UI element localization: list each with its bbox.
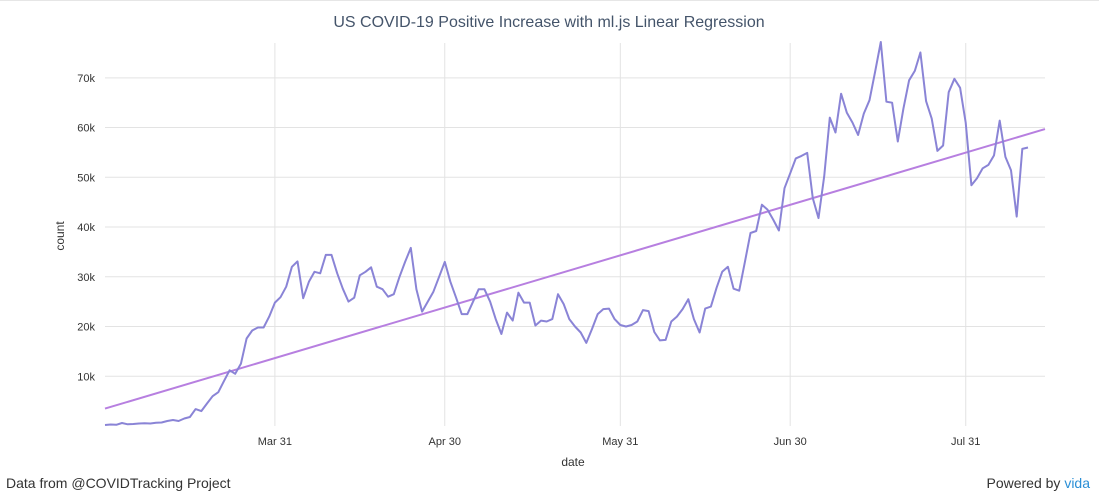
chart-canvas: US COVID-19 Positive Increase with ml.js… [53,14,1046,469]
series-layer [104,41,1046,426]
y-axis-ticks: 10k 20k 30k 40k 50k 60k 70k [77,73,95,383]
y-tick-label: 40k [77,222,95,234]
y-tick-label: 10k [77,371,95,383]
positive-increase-line [104,41,1029,426]
y-tick-label: 60k [77,123,95,135]
x-tick-label: May 31 [602,436,638,448]
x-axis-label: date [561,455,585,469]
chart-title: US COVID-19 Positive Increase with ml.js… [333,14,764,31]
regression-line [104,128,1046,410]
x-tick-label: Apr 30 [429,436,461,448]
x-tick-label: Jun 30 [774,436,807,448]
x-tick-label: Jul 31 [951,436,980,448]
x-tick-label: Mar 31 [258,436,292,448]
powered-by-prefix: Powered by [986,475,1065,491]
grid [105,43,1045,426]
powered-by: Powered by vida [986,475,1090,491]
y-tick-label: 20k [77,322,95,334]
vida-link[interactable]: vida [1064,475,1090,491]
top-divider [0,0,1099,1]
x-axis-ticks: Mar 31 Apr 30 May 31 Jun 30 Jul 31 [258,436,981,448]
y-tick-label: 70k [77,73,95,85]
data-source-note: Data from @COVIDTracking Project [6,475,231,491]
y-tick-label: 50k [77,172,95,184]
y-axis-label: count [53,221,67,251]
y-tick-label: 30k [77,272,95,284]
